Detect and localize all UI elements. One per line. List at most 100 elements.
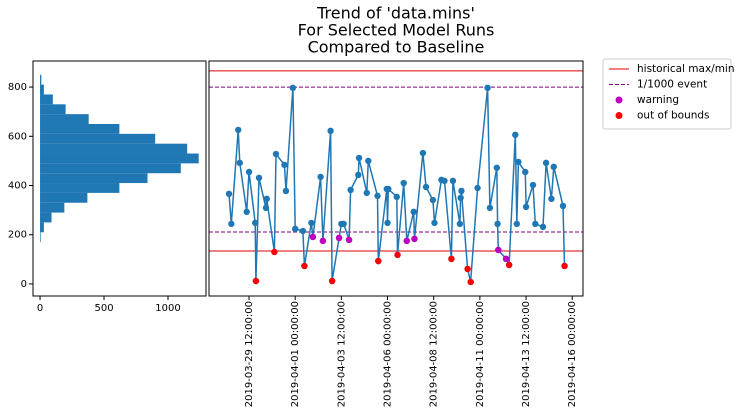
- line-marker: [363, 189, 370, 197]
- x-tick-label: 0: [37, 303, 43, 314]
- x-tick-label: 500: [94, 303, 113, 314]
- line-marker: [308, 219, 315, 227]
- hist-bar: [40, 114, 89, 124]
- chart-title: Trend of 'data.mins': [316, 4, 475, 23]
- scatter-point: [502, 255, 510, 263]
- line-marker: [512, 131, 519, 139]
- hist-bar: [40, 133, 156, 144]
- line-marker: [441, 177, 448, 185]
- line-marker: [384, 219, 391, 227]
- hist-bar: [40, 74, 42, 85]
- scatter-point: [394, 251, 401, 259]
- line-marker: [282, 187, 290, 195]
- line-marker: [456, 220, 464, 228]
- scatter-point: [319, 237, 327, 245]
- scatter-point: [464, 265, 471, 273]
- line-marker: [550, 163, 557, 171]
- line-marker: [355, 171, 362, 179]
- legend-swatch: [615, 112, 623, 119]
- y-tick-label: 0: [21, 279, 27, 290]
- legend-frame: [602, 58, 732, 130]
- scatter-point: [271, 248, 278, 256]
- line-marker: [529, 181, 537, 189]
- line-marker: [251, 219, 259, 227]
- x-tick-label: 2019-04-03 12:00:00: [336, 301, 347, 407]
- axes-frame: [208, 60, 584, 297]
- hist-bar: [40, 192, 88, 203]
- line-marker: [522, 203, 530, 211]
- line-marker: [559, 202, 567, 210]
- chart-title: Compared to Baseline: [308, 38, 485, 57]
- chart-title: For Selected Model Runs: [298, 21, 495, 40]
- line-marker: [355, 154, 363, 162]
- x-tick-label: 2019-04-16 00:00:00: [567, 301, 578, 407]
- line-marker: [289, 84, 297, 92]
- line-marker: [429, 196, 437, 204]
- x-tick-label: 2019-04-01 00:00:00: [290, 301, 301, 407]
- line-marker: [340, 220, 347, 228]
- hist-bar: [40, 173, 148, 184]
- line-marker: [347, 186, 354, 194]
- line-marker: [236, 159, 243, 167]
- line-marker: [374, 192, 381, 200]
- hist-bar: [40, 222, 44, 233]
- line-marker: [419, 149, 427, 157]
- line-marker: [243, 208, 250, 216]
- line-marker: [513, 220, 521, 228]
- line-marker: [486, 204, 494, 212]
- line-marker: [255, 174, 263, 182]
- x-tick-label: 1000: [155, 303, 180, 314]
- hist-bar: [40, 104, 66, 115]
- line-marker: [262, 204, 270, 212]
- line-marker: [548, 195, 555, 203]
- scatter-point: [561, 262, 568, 270]
- line-marker: [299, 227, 307, 235]
- scatter-point: [375, 257, 382, 265]
- line-marker: [458, 187, 465, 195]
- line-marker: [532, 220, 539, 228]
- scatter-point: [448, 255, 455, 263]
- line-marker: [449, 177, 457, 185]
- hist-bar: [40, 143, 188, 154]
- line-marker: [327, 127, 334, 135]
- y-tick-label: 600: [8, 131, 27, 142]
- line-marker: [263, 195, 270, 203]
- scatter-point: [495, 246, 502, 254]
- line-marker: [522, 168, 529, 176]
- line-marker: [235, 126, 242, 134]
- legend-label: historical max/min: [637, 63, 735, 75]
- line-marker: [400, 179, 407, 187]
- line-marker: [291, 225, 299, 233]
- line-marker: [245, 168, 253, 176]
- y-tick-label: 800: [8, 82, 27, 93]
- line-marker: [228, 220, 235, 228]
- line-marker: [539, 223, 547, 231]
- line-marker: [281, 161, 288, 169]
- hist-bar: [40, 94, 53, 105]
- hist-bar: [40, 123, 120, 134]
- line-marker: [410, 208, 417, 216]
- line-marker: [494, 220, 501, 228]
- scatter-point: [335, 234, 343, 242]
- line-marker: [317, 173, 324, 181]
- line-marker: [225, 190, 233, 198]
- line-marker: [365, 157, 372, 165]
- line-marker: [484, 84, 491, 92]
- hist-bar: [40, 153, 199, 164]
- line-marker: [431, 219, 438, 227]
- scatter-point: [411, 235, 418, 243]
- line-marker: [474, 184, 481, 192]
- axes-frame: [32, 60, 207, 297]
- legend-swatch: [615, 96, 623, 104]
- x-tick-label: 2019-04-06 00:00:00: [383, 301, 394, 407]
- scatter-point: [301, 262, 308, 270]
- legend-label: out of bounds: [637, 110, 710, 122]
- scatter-point: [328, 277, 336, 285]
- hist-bar: [40, 84, 44, 95]
- scatter-point: [505, 261, 513, 269]
- x-tick-label: 2019-04-13 12:00:00: [521, 301, 532, 407]
- line-marker: [457, 194, 464, 202]
- hist-bar: [40, 183, 120, 193]
- scatter-point: [309, 233, 317, 241]
- line-marker: [422, 183, 430, 191]
